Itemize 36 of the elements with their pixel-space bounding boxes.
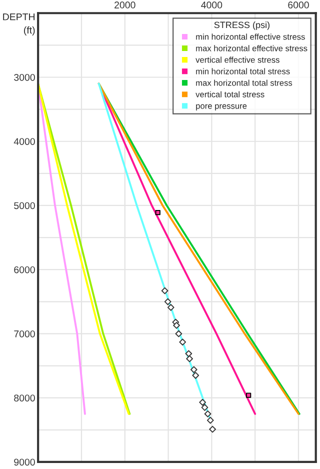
point — [201, 404, 208, 411]
legend-label: min horizontal total stress — [196, 68, 290, 74]
point — [175, 330, 182, 338]
y-tick-label: 6000 — [14, 266, 35, 274]
x-tick-label: 4000 — [201, 2, 222, 8]
y-tick-label: 5000 — [14, 202, 35, 210]
point — [199, 398, 206, 406]
x-tick-label: 2000 — [114, 2, 136, 8]
y-tick-label: 3000 — [14, 74, 35, 81]
y-tick-label: 7000 — [14, 330, 35, 338]
point — [164, 298, 172, 306]
x-tick-label: 6000 — [288, 2, 309, 8]
point — [206, 416, 214, 424]
point — [246, 392, 252, 398]
y-tick-label: 8000 — [14, 394, 35, 402]
legend-label: pore pressure — [196, 104, 247, 111]
point — [155, 210, 160, 216]
point — [190, 366, 198, 374]
legend-label: vertical total stress — [196, 91, 264, 98]
y-tick-label: 9000 — [14, 458, 35, 466]
legend-label: max horizontal effective stress — [196, 45, 308, 52]
point — [185, 350, 192, 358]
point — [204, 410, 212, 418]
legend-label: max horizontal total stress — [196, 80, 292, 86]
point — [186, 355, 193, 362]
y-axis-title: DEPTH (ft) — [3, 13, 35, 36]
point — [192, 372, 200, 379]
y-tick-label: 4000 — [14, 138, 35, 145]
legend-label: min horizontal effective stress — [196, 34, 305, 40]
point — [179, 338, 186, 346]
point — [167, 304, 174, 311]
point — [209, 426, 216, 433]
point — [173, 322, 180, 329]
legend-title: STRESS (psi) — [214, 21, 270, 30]
legend-label: vertical effective stress — [196, 56, 280, 63]
point — [161, 287, 168, 294]
